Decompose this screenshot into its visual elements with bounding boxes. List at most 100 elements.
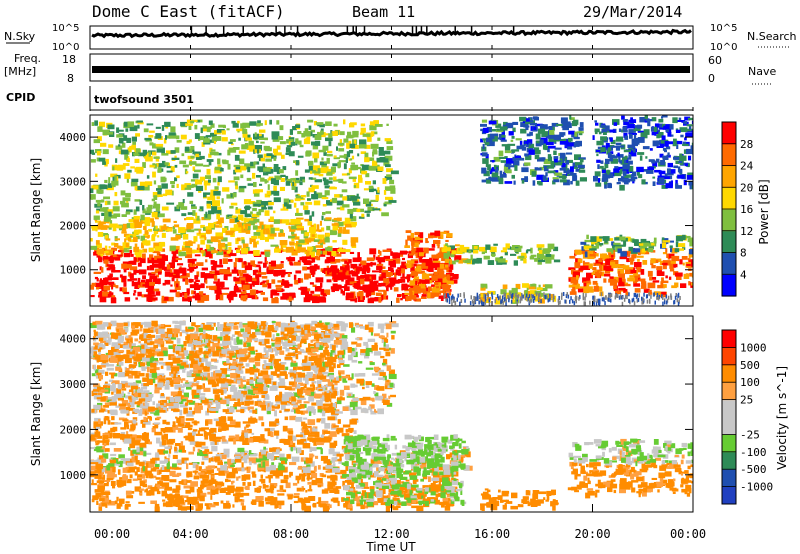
heatmap-cell — [181, 213, 187, 217]
heatmap-cell — [196, 215, 200, 221]
heatmap-cell — [200, 127, 203, 134]
heatmap-cell — [188, 297, 192, 302]
heatmap-cell — [369, 121, 376, 126]
heatmap-cell — [250, 211, 253, 215]
heatmap-cell — [578, 296, 580, 301]
heatmap-cell — [440, 234, 444, 239]
heatmap-cell — [266, 170, 272, 174]
heatmap-cell — [152, 457, 160, 461]
heatmap-cell — [101, 458, 107, 463]
heatmap-cell — [569, 173, 577, 176]
heatmap-cell — [622, 119, 628, 122]
heatmap-cell — [235, 458, 242, 463]
heatmap-cell — [235, 184, 238, 190]
heatmap-cell — [536, 174, 544, 180]
heatmap-cell — [181, 247, 189, 251]
heatmap-cell — [240, 280, 245, 285]
heatmap-cell — [547, 154, 552, 159]
heatmap-cell — [520, 128, 527, 134]
heatmap-cell — [141, 279, 146, 283]
heatmap-cell — [634, 275, 639, 282]
heatmap-cell — [95, 199, 104, 203]
heatmap-cell — [300, 195, 306, 198]
heatmap-cell — [381, 295, 384, 301]
heatmap-cell — [446, 233, 453, 238]
heatmap-cell — [270, 244, 279, 247]
heatmap-cell — [126, 137, 132, 143]
heatmap-cell — [525, 153, 529, 157]
heatmap-cell — [287, 273, 291, 277]
heatmap-cell — [292, 181, 295, 188]
heatmap-cell — [307, 198, 311, 201]
heatmap-cell — [386, 140, 393, 144]
heatmap-cell — [326, 225, 331, 231]
heatmap-cell — [356, 503, 362, 507]
heatmap-cell — [315, 122, 324, 125]
colorbar-segment — [722, 122, 736, 145]
heatmap-cell — [150, 486, 156, 491]
heatmap-cell — [323, 161, 330, 164]
heatmap-cell — [534, 290, 542, 295]
heatmap-cell — [381, 272, 387, 279]
heatmap-cell — [154, 203, 161, 209]
heatmap-cell — [669, 134, 674, 137]
heatmap-cell — [204, 503, 213, 506]
heatmap-cell — [275, 471, 280, 478]
heatmap-cell — [396, 459, 402, 464]
heatmap-cell — [562, 157, 565, 162]
heatmap-cell — [369, 187, 374, 193]
heatmap-cell — [142, 185, 150, 191]
heatmap-cell — [90, 149, 94, 154]
heatmap-cell — [193, 475, 200, 480]
heatmap-cell — [608, 238, 614, 241]
heatmap-cell — [493, 243, 498, 246]
heatmap-cell — [318, 229, 322, 233]
heatmap-cell — [365, 181, 371, 185]
heatmap-cell — [98, 257, 103, 263]
heatmap-cell — [377, 166, 384, 172]
heatmap-cell — [347, 277, 355, 282]
heatmap-cell — [269, 216, 274, 221]
heatmap-cell — [529, 131, 533, 136]
heatmap-cell — [553, 170, 559, 175]
heatmap-cell — [404, 245, 410, 248]
heatmap-cell — [366, 213, 370, 217]
heatmap-cell — [101, 199, 105, 203]
heatmap-cell — [388, 492, 391, 496]
heatmap-cell — [444, 505, 451, 511]
heatmap-cell — [143, 451, 147, 457]
heatmap-cell — [545, 258, 552, 264]
heatmap-cell — [105, 503, 108, 508]
heatmap-cell — [282, 166, 287, 171]
heatmap-cell — [263, 172, 269, 176]
heatmap-cell — [665, 294, 668, 299]
heatmap-cell — [638, 174, 643, 179]
heatmap-cell — [328, 448, 335, 455]
heatmap-cell — [136, 488, 144, 491]
heatmap-cell — [430, 232, 436, 236]
heatmap-cell — [358, 144, 367, 149]
heatmap-cell — [322, 212, 326, 216]
heatmap-cell — [583, 282, 587, 289]
heatmap-cell — [212, 260, 218, 267]
heatmap-cell — [620, 168, 623, 174]
heatmap-cell — [215, 283, 224, 288]
heatmap-cell — [542, 175, 547, 180]
heatmap-cell — [691, 142, 693, 147]
heatmap-cell — [97, 479, 103, 482]
heatmap-cell — [246, 274, 251, 278]
heatmap-cell — [483, 170, 490, 177]
heatmap-cell — [257, 154, 263, 158]
heatmap-cell — [231, 215, 237, 218]
heatmap-cell — [561, 162, 566, 168]
heatmap-cell — [655, 126, 659, 132]
heatmap-cell — [135, 148, 141, 153]
heatmap-cell — [259, 479, 262, 482]
heatmap-cell — [256, 149, 260, 154]
heatmap-cell — [210, 457, 214, 462]
heatmap-cell — [583, 287, 589, 294]
heatmap-cell — [164, 162, 169, 165]
heatmap-cell — [620, 295, 623, 300]
heatmap-cell — [155, 225, 158, 230]
heatmap-cell — [595, 149, 603, 153]
